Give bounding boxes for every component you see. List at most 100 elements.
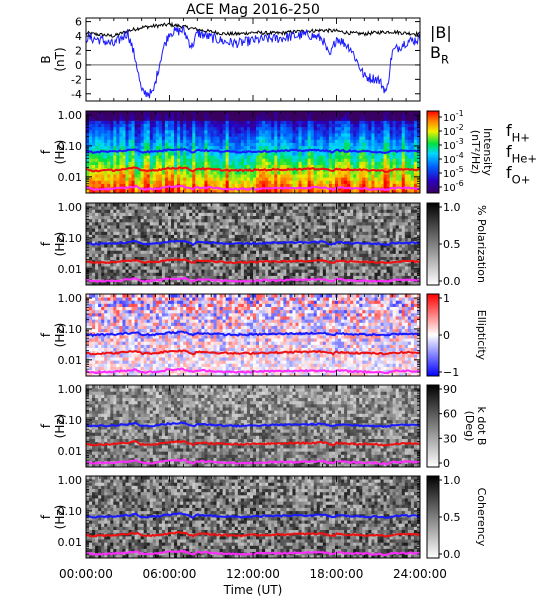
spectrogram-cell — [143, 234, 148, 239]
spectrogram-cell — [265, 114, 269, 118]
spectrogram-cell — [249, 240, 254, 245]
spectrogram-cell — [216, 158, 220, 162]
spectrogram-cell — [407, 114, 412, 118]
spectrogram-cell — [262, 180, 266, 184]
spectrogram-cell — [192, 114, 196, 118]
spectrogram-cell — [383, 177, 387, 181]
spectrogram-cell — [113, 218, 117, 223]
spectrogram-cell — [149, 244, 154, 248]
spectrogram-cell — [180, 218, 184, 223]
spectrogram-cell — [347, 170, 351, 175]
spectrogram-cell — [307, 272, 312, 276]
spectrogram-cell — [280, 266, 284, 270]
spectrogram-cell — [249, 142, 254, 147]
spectrogram-cell — [350, 189, 354, 193]
spectrogram-cell — [374, 148, 378, 153]
spectrogram-cell — [295, 155, 299, 159]
spectrogram-cell — [128, 225, 132, 229]
spectrogram-cell — [243, 152, 248, 156]
spectrogram-cell — [271, 161, 275, 166]
spectrogram-cell — [347, 183, 351, 188]
spectrogram-cell — [222, 161, 227, 166]
spectrogram-cell — [128, 212, 132, 217]
spectrogram-cell — [280, 212, 284, 217]
spectrogram-cell — [386, 189, 391, 193]
spectrogram-cell — [389, 180, 394, 184]
spectrogram-cell — [350, 177, 354, 181]
spectrogram-cell — [374, 117, 378, 121]
spectrogram-cell — [231, 259, 236, 264]
spectrogram-cell — [243, 247, 248, 251]
spectrogram-cell — [134, 155, 139, 159]
spectrogram-cell — [265, 155, 269, 159]
spectrogram-cell — [259, 234, 263, 239]
spectrogram-cell — [210, 269, 214, 273]
spectrogram-cell — [89, 237, 93, 242]
spectrogram-cell — [274, 123, 278, 128]
spectrogram-cell — [95, 126, 99, 131]
spectrogram-cell — [253, 152, 257, 156]
spectrogram-cell — [143, 161, 148, 166]
spectrogram-cell — [92, 180, 96, 184]
spectrogram-cell — [234, 231, 239, 235]
spectrogram-cell — [407, 170, 412, 175]
colorbar-tick-label: 10-2 — [443, 123, 464, 138]
spectrogram-cell — [271, 126, 275, 131]
spectrogram-cell — [171, 167, 175, 172]
spectrogram-cell — [140, 123, 145, 128]
spectrogram-cell — [383, 139, 387, 143]
spectrogram-cell — [204, 206, 208, 210]
spectrogram-cell — [152, 145, 157, 150]
spectrogram-cell — [265, 180, 269, 184]
spectrogram-cell — [344, 164, 348, 169]
spectrogram-cell — [268, 129, 272, 134]
spectrogram-cell — [222, 244, 227, 248]
spectrogram-cell — [231, 244, 236, 248]
spectrogram-cell — [240, 218, 245, 223]
spectrogram-cell — [119, 218, 123, 223]
spectrogram-cell — [198, 206, 202, 210]
spectrogram-cell — [313, 247, 318, 251]
spectrogram-cell — [338, 183, 342, 188]
spectrogram-cell — [377, 133, 381, 137]
spectrogram-cell — [189, 114, 193, 118]
spectrogram-cell — [237, 136, 242, 140]
spectrogram-cell — [101, 158, 105, 162]
spectrogram-cell — [277, 237, 281, 242]
spectrogram-cell — [192, 240, 196, 245]
spectrogram-cell — [271, 189, 275, 193]
spectrogram-cell — [231, 152, 236, 156]
spectrogram-cell — [225, 253, 230, 258]
spectrogram-cell — [192, 158, 196, 162]
spectrogram-cell — [280, 174, 284, 178]
spectrogram-cell — [386, 129, 391, 134]
spectrogram-cell — [116, 269, 120, 273]
spectrogram-cell — [307, 281, 312, 285]
spectrogram-cell — [107, 253, 111, 258]
spectrogram-cell — [341, 161, 345, 166]
spectrogram-cell — [234, 189, 239, 193]
spectrogram-cell — [237, 133, 242, 137]
spectrogram-cell — [134, 174, 139, 178]
spectrogram-cell — [149, 180, 154, 184]
spectrogram-cell — [125, 262, 129, 267]
spectrogram-cell — [246, 117, 251, 121]
spectrogram-cell — [192, 142, 196, 147]
spectrogram-cell — [92, 212, 96, 217]
spectrogram-cell — [134, 117, 139, 121]
spectrogram-cell — [149, 177, 154, 181]
spectrogram-cell — [155, 250, 160, 254]
spectrogram-cell — [92, 170, 96, 175]
spectrogram-cell — [104, 212, 108, 217]
spectrogram-cell — [310, 111, 315, 115]
spectrogram-cell — [131, 203, 135, 207]
spectrogram-cell — [234, 234, 239, 239]
spectrogram-cell — [195, 186, 199, 191]
spectrogram-cell — [371, 170, 375, 175]
spectrogram-cell — [183, 139, 187, 143]
spectrogram-cell — [122, 218, 126, 223]
spectrogram-cell — [195, 129, 199, 134]
spectrogram-cell — [274, 111, 278, 115]
spectrogram-cell — [171, 244, 175, 248]
spectrogram-cell — [243, 117, 248, 121]
